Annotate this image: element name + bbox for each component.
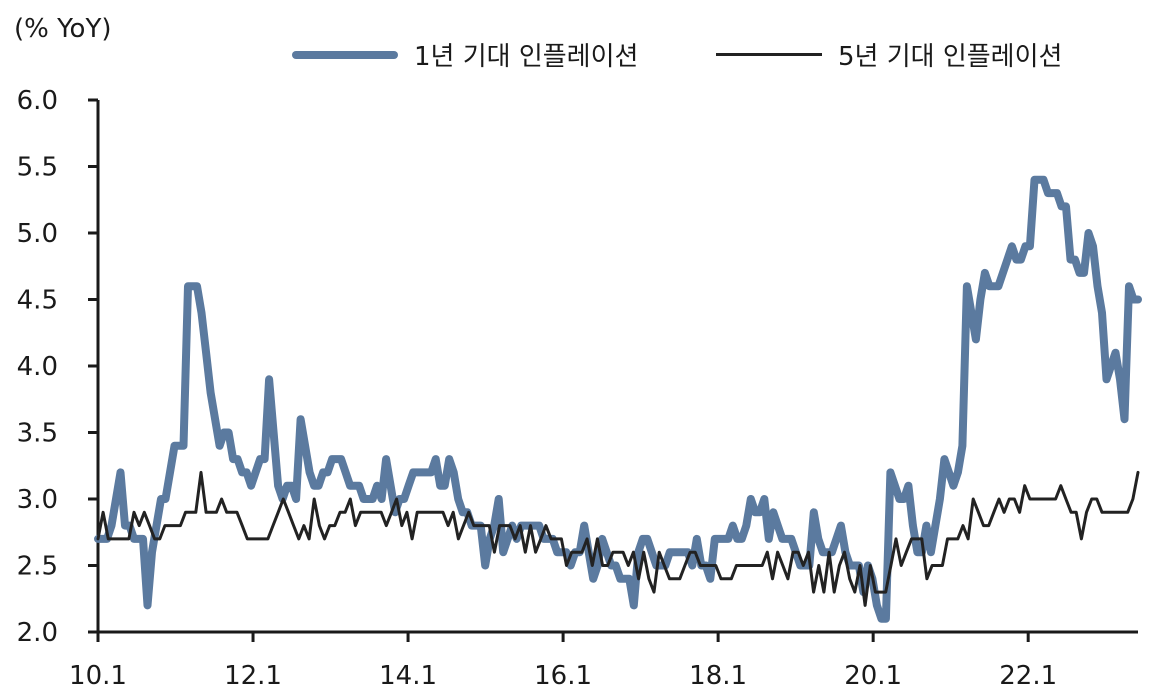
y-tick-label: 3.0 (17, 485, 58, 515)
y-axis: 2.0 2.5 3.0 3.5 4.0 4.5 5.0 5.5 6.0 (17, 86, 100, 648)
legend-item-5y: 5년 기대 인플레이션 (716, 36, 1062, 73)
x-tick-label: 22.1 (999, 661, 1057, 691)
y-tick-label: 4.5 (17, 286, 58, 316)
legend-swatch-5y (716, 53, 822, 56)
y-tick-label: 3.5 (17, 419, 58, 449)
y-tick-label: 2.0 (17, 618, 58, 648)
x-tick-label: 10.1 (69, 661, 127, 691)
x-tick-label: 12.1 (224, 661, 282, 691)
legend-label-5y: 5년 기대 인플레이션 (838, 42, 1063, 72)
y-tick-label: 5.5 (17, 153, 58, 183)
y-tick-label: 5.0 (17, 219, 58, 249)
x-tick-label: 20.1 (844, 661, 902, 691)
series-line-5y (96, 470, 1140, 607)
legend-item-1y: 1년 기대 인플레이션 (292, 36, 638, 73)
legend-swatch-1y (292, 50, 398, 59)
y-axis-unit-label: (% YoY) (14, 14, 112, 44)
x-axis: 10.1 12.1 14.1 16.1 18.1 20.1 22.1 (69, 630, 1138, 691)
y-tick-label: 2.5 (17, 552, 58, 582)
x-tick-label: 16.1 (534, 661, 592, 691)
series-lines (94, 175, 1142, 623)
series-line-1y (94, 175, 1142, 623)
legend-label-1y: 1년 기대 인플레이션 (414, 42, 639, 72)
x-tick-label: 18.1 (689, 661, 747, 691)
x-tick-label: 14.1 (379, 661, 437, 691)
y-tick-label: 4.0 (17, 352, 58, 382)
y-tick-label: 6.0 (17, 86, 58, 116)
